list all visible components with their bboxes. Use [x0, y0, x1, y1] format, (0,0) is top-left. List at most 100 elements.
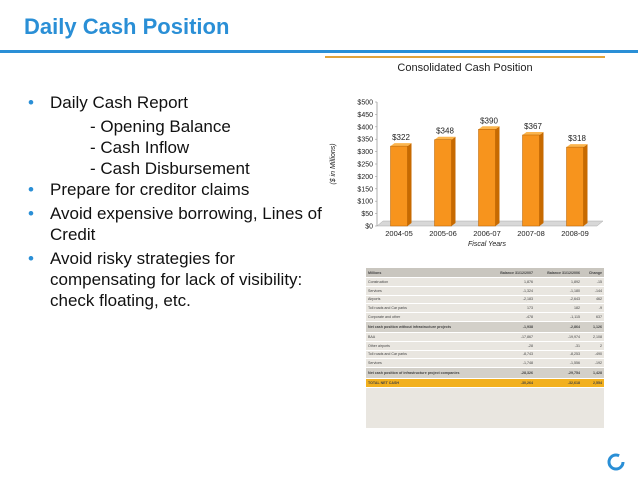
- table-cell: 1,428: [582, 367, 604, 380]
- bullet-item: • Prepare for creditor claims: [28, 179, 328, 200]
- ring-logo-icon: [607, 453, 625, 471]
- table-cell: Construction: [366, 277, 488, 287]
- bar: [478, 129, 496, 227]
- table-cell: 2: [582, 341, 604, 351]
- table-cell: -28,326: [488, 367, 535, 380]
- table-cell: -1,324: [488, 286, 535, 296]
- bar: [390, 145, 408, 227]
- table-cell: -478: [488, 312, 535, 322]
- table-cell: Toll roads and Car parks: [366, 350, 488, 360]
- bullet-dot: •: [28, 249, 34, 268]
- chart-title: Consolidated Cash Position: [397, 62, 532, 74]
- bullet-text: Avoid risky strategies for compensating …: [50, 249, 303, 310]
- table-row: Construction 1,876 1,892 -15: [366, 277, 604, 287]
- table-cell: -17,867: [488, 332, 535, 342]
- table-cell: -28: [488, 341, 535, 351]
- bar: [434, 139, 452, 227]
- table-row: Services -1,748 -1,556 -192: [366, 358, 604, 369]
- cash-position-chart: Consolidated Cash Position ($ in Millions…: [330, 62, 604, 248]
- table-cell: -29,754: [535, 367, 582, 380]
- table-cell: -192: [582, 358, 604, 369]
- data-label: $367: [524, 122, 542, 131]
- table-cell: 2,554: [582, 378, 604, 389]
- table-cell: 637: [582, 312, 604, 322]
- table-row: Airports -2,183 -2,643 462: [366, 295, 604, 305]
- table-cell: Airports: [366, 295, 488, 305]
- data-label: $348: [436, 127, 454, 136]
- table-cell: 182: [535, 303, 582, 314]
- table-cell: -8,743: [488, 350, 535, 360]
- y-tick-label: $0: [365, 224, 373, 231]
- sub-bullet-item: - Cash Disbursement: [90, 159, 250, 178]
- table-cell: 1,126: [582, 321, 604, 333]
- bar-side: [539, 131, 544, 226]
- x-tick-label: 2007-08: [517, 229, 545, 238]
- table-cell: -2,183: [488, 295, 535, 305]
- table-row: Corporate and other -478 -1,115 637: [366, 312, 604, 322]
- table-cell: 2,108: [582, 332, 604, 342]
- table-cell: 173: [488, 303, 535, 314]
- chart-top-border: [325, 56, 605, 58]
- sub-bullet-item: - Cash Inflow: [90, 138, 190, 157]
- y-tick-label: $450: [357, 112, 373, 119]
- table-row: Other airports -28 -31 2: [366, 341, 604, 351]
- x-tick-label: 2008-09: [561, 229, 589, 238]
- table-row: TOTAL NET CASH -30,264 -32,618 2,554: [366, 378, 604, 389]
- table-cell: TOTAL NET CASH: [366, 378, 488, 389]
- slide-title: Daily Cash Position: [24, 14, 230, 39]
- data-label: $322: [392, 133, 410, 142]
- table-cell: 1,876: [488, 277, 535, 287]
- bar-top: [478, 126, 500, 130]
- table-cell: -1,180: [535, 286, 582, 296]
- y-tick-label: $300: [357, 149, 373, 156]
- y-tick-label: $350: [357, 137, 373, 144]
- bullet-dot: •: [28, 93, 34, 112]
- bullet-list: • Daily Cash Report - Opening Balance - Cas…: [28, 92, 328, 314]
- table-cell: Services: [366, 358, 488, 369]
- table-cell: BAA: [366, 332, 488, 342]
- x-tick-label: 2004-05: [385, 229, 413, 238]
- data-label: $390: [480, 116, 498, 125]
- bullet-item: • Daily Cash Report: [28, 92, 328, 113]
- table-cell: -2,643: [535, 295, 582, 305]
- table-cell: -490: [582, 350, 604, 360]
- bar-top: [566, 144, 588, 148]
- y-axis-label: ($ in Millions): [330, 143, 337, 184]
- table-cell: -31: [535, 341, 582, 351]
- table-cell: -144: [582, 286, 604, 296]
- table-cell: Other airports: [366, 341, 488, 351]
- bullet-item: • Avoid risky strategies for compensating…: [28, 248, 328, 311]
- table-row: Toll roads and Car parks 173 182 -9: [366, 303, 604, 314]
- table-cell: -32,618: [535, 378, 582, 389]
- table-row: Net cash position without infrastructure…: [366, 321, 604, 333]
- table-cell: -1,938: [488, 321, 535, 333]
- table-row: Services -1,324 -1,180 -144: [366, 286, 604, 296]
- bullet-item: • Avoid expensive borrowing, Lines of Cre…: [28, 203, 328, 245]
- table-cell: 462: [582, 295, 604, 305]
- y-tick-label: $150: [357, 186, 373, 193]
- bar-side: [583, 144, 588, 226]
- table-cell: -8,253: [535, 350, 582, 360]
- table-cell: -1,556: [535, 358, 582, 369]
- table-header-cell: Change: [582, 268, 604, 278]
- table-header-row: Millions Balance 31/12/2007 Balance 31/12/…: [366, 268, 604, 278]
- data-label: $318: [568, 134, 586, 143]
- bar-side: [407, 143, 412, 226]
- net-cash-table: Millions Balance 31/12/2007 Balance 31/12/…: [366, 268, 604, 428]
- table-row: BAA -17,867 -19,974 2,108: [366, 332, 604, 342]
- y-tick-label: $200: [357, 174, 373, 181]
- bullet-text: Daily Cash Report: [50, 93, 188, 112]
- bar-top: [522, 131, 544, 135]
- x-axis-label: Fiscal Years: [468, 241, 506, 248]
- bar-side: [495, 126, 500, 226]
- bar-top: [434, 136, 456, 140]
- table-header-cell: Balance 31/12/2007: [488, 268, 535, 278]
- bullet-text: Avoid expensive borrowing, Lines of Cred…: [50, 204, 322, 244]
- table-header-cell: Balance 31/12/2006: [535, 268, 582, 278]
- table-cell: -9: [582, 303, 604, 314]
- title-divider: [0, 50, 638, 53]
- bar-side: [451, 136, 456, 226]
- table-cell: -15: [582, 277, 604, 287]
- table-cell: -1,748: [488, 358, 535, 369]
- bullet-text: Prepare for creditor claims: [50, 180, 250, 199]
